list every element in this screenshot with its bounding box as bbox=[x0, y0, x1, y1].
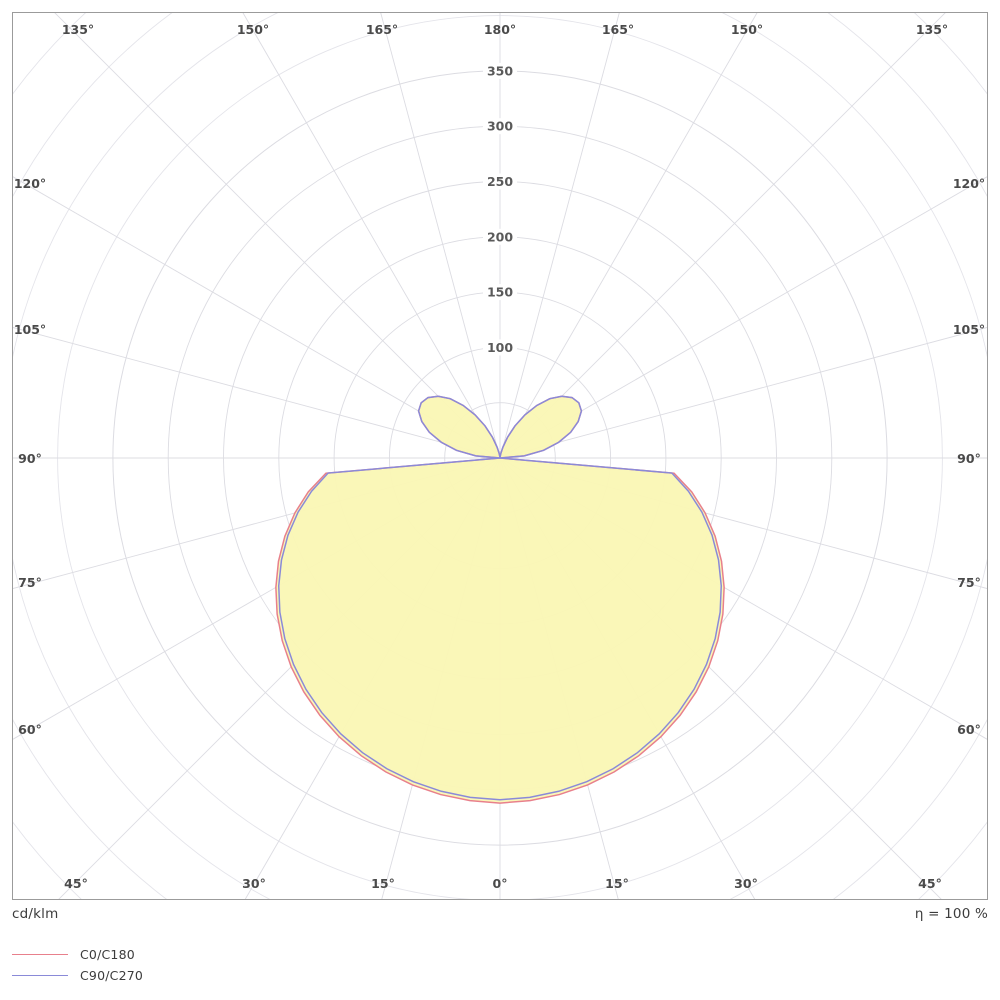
svg-text:15°: 15° bbox=[371, 876, 395, 891]
legend: C0/C180 C90/C270 bbox=[12, 944, 412, 986]
svg-text:90°: 90° bbox=[18, 451, 42, 466]
footer-row: cd/klm η = 100 % bbox=[12, 906, 988, 932]
svg-text:100: 100 bbox=[487, 340, 513, 355]
svg-text:300: 300 bbox=[487, 119, 513, 134]
svg-text:165°: 165° bbox=[366, 22, 398, 37]
legend-item: C0/C180 bbox=[12, 944, 412, 965]
legend-label-c90-c270: C90/C270 bbox=[80, 968, 144, 983]
legend-swatch-c0-c180 bbox=[12, 954, 68, 955]
svg-text:120°: 120° bbox=[953, 176, 985, 191]
svg-text:15°: 15° bbox=[605, 876, 629, 891]
radial-tick-labels: 100 150 200 250 300 350 bbox=[483, 62, 517, 356]
svg-text:60°: 60° bbox=[957, 722, 981, 737]
svg-text:105°: 105° bbox=[953, 322, 985, 337]
svg-text:75°: 75° bbox=[18, 575, 42, 590]
svg-text:250: 250 bbox=[487, 174, 513, 189]
svg-text:0°: 0° bbox=[493, 876, 508, 891]
svg-text:120°: 120° bbox=[14, 176, 46, 191]
svg-text:350: 350 bbox=[487, 63, 513, 78]
svg-text:75°: 75° bbox=[957, 575, 981, 590]
svg-text:60°: 60° bbox=[18, 722, 42, 737]
svg-text:150: 150 bbox=[487, 285, 513, 300]
svg-text:135°: 135° bbox=[62, 22, 94, 37]
svg-text:165°: 165° bbox=[602, 22, 634, 37]
svg-text:45°: 45° bbox=[918, 876, 942, 891]
svg-text:30°: 30° bbox=[734, 876, 758, 891]
svg-text:90°: 90° bbox=[957, 451, 981, 466]
legend-item: C90/C270 bbox=[12, 965, 412, 986]
svg-text:135°: 135° bbox=[916, 22, 948, 37]
legend-swatch-c90-c270 bbox=[12, 975, 68, 976]
unit-label: cd/klm bbox=[12, 906, 59, 922]
svg-text:105°: 105° bbox=[14, 322, 46, 337]
efficiency-label: η = 100 % bbox=[914, 906, 988, 922]
svg-text:45°: 45° bbox=[64, 876, 88, 891]
distribution-curves bbox=[275, 395, 725, 804]
svg-text:200: 200 bbox=[487, 229, 513, 244]
svg-text:150°: 150° bbox=[731, 22, 763, 37]
svg-text:150°: 150° bbox=[237, 22, 269, 37]
svg-text:180°: 180° bbox=[484, 22, 516, 37]
svg-text:30°: 30° bbox=[242, 876, 266, 891]
legend-label-c0-c180: C0/C180 bbox=[80, 947, 135, 962]
angular-tick-labels: 135° 150° 165° 180° 165° 150° 135° 45° 30° 15° 0° 1… bbox=[14, 22, 985, 891]
